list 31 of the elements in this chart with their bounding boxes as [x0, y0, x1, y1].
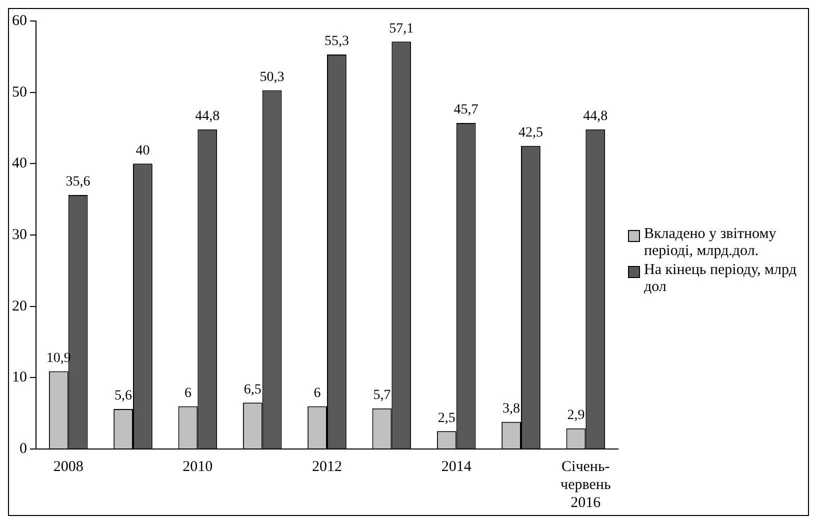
data-label: 6,5: [244, 382, 262, 398]
y-tick-label: 0: [20, 440, 27, 457]
data-label: 50,3: [260, 70, 284, 85]
y-tick-label: 20: [12, 298, 27, 314]
y-tick-label: 50: [12, 84, 27, 100]
data-label: 44,8: [583, 109, 608, 124]
data-label: 42,5: [518, 126, 543, 141]
data-label: 6: [184, 386, 192, 401]
y-tick-label: 40: [12, 156, 27, 172]
data-label: 2,5: [438, 410, 456, 426]
data-label: 6: [314, 386, 321, 401]
data-label: 44,8: [195, 109, 220, 124]
legend-label: На кінець періоду, млрд дол: [644, 262, 798, 296]
x-tick-label: 2012: [312, 458, 342, 475]
y-tick-label: 60: [12, 12, 27, 29]
data-label: 5,7: [373, 388, 391, 404]
data-label: 55,3: [324, 34, 349, 50]
y-tick-label: 30: [12, 226, 27, 243]
data-label: 45,7: [454, 102, 478, 118]
data-label: 57,1: [389, 21, 414, 36]
data-label: 5,6: [114, 388, 132, 404]
data-label: 40: [136, 143, 150, 158]
data-label: 3,8: [502, 402, 520, 417]
x-tick-label: 2008: [53, 458, 84, 475]
y-tick-label: 10: [12, 370, 27, 386]
data-label: 2,9: [567, 408, 585, 423]
x-tick-label: 2014: [441, 458, 472, 475]
data-label: 35,6: [66, 174, 90, 190]
x-tick-label: 2010: [182, 458, 213, 475]
legend-label: Вкладено у звітному періоді, млрд.дол.: [644, 226, 778, 260]
x-tick-label: Січень-червень 2016: [560, 458, 611, 511]
